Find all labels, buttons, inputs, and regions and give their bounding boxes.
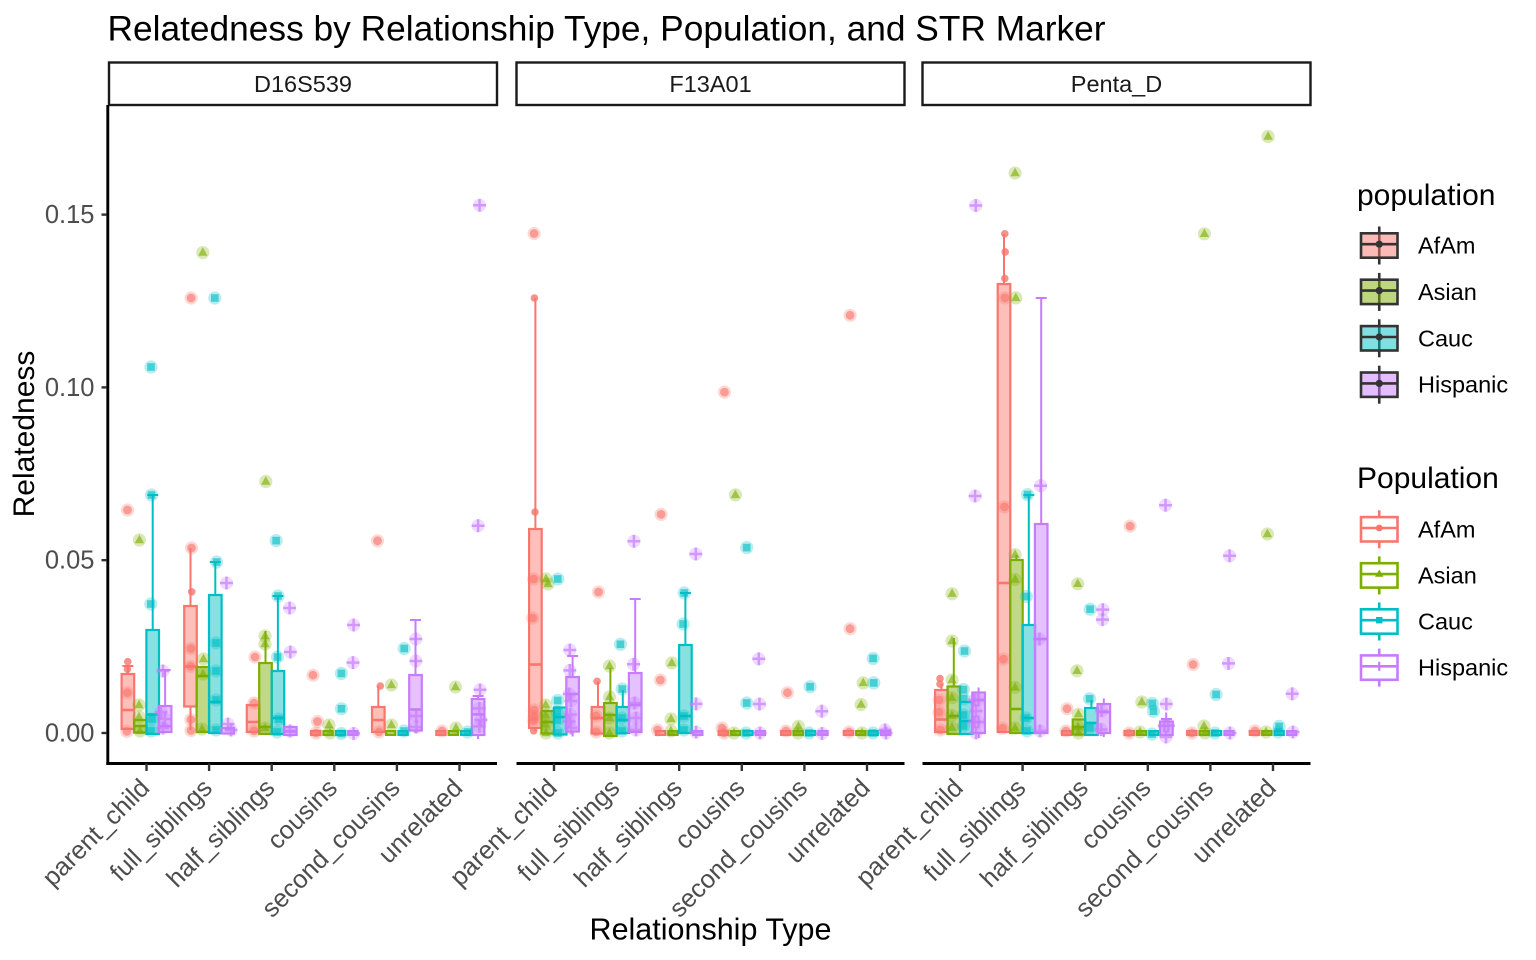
svg-text:Asian: Asian xyxy=(1418,562,1477,588)
svg-text:Penta_D: Penta_D xyxy=(1071,71,1162,97)
svg-text:Hispanic: Hispanic xyxy=(1418,372,1508,398)
svg-text:AfAm: AfAm xyxy=(1418,516,1475,542)
svg-text:0.00: 0.00 xyxy=(45,720,95,748)
svg-text:F13A01: F13A01 xyxy=(669,71,751,97)
svg-text:Relationship Type: Relationship Type xyxy=(590,913,832,947)
svg-text:D16S539: D16S539 xyxy=(254,71,352,97)
svg-text:Hispanic: Hispanic xyxy=(1418,655,1508,681)
svg-text:0.05: 0.05 xyxy=(45,547,95,575)
svg-text:Asian: Asian xyxy=(1418,279,1477,305)
svg-text:Relatedness by Relationship Ty: Relatedness by Relationship Type, Popula… xyxy=(108,10,1106,49)
svg-text:Population: Population xyxy=(1357,462,1499,495)
svg-text:AfAm: AfAm xyxy=(1418,233,1475,259)
svg-text:Relatedness: Relatedness xyxy=(8,351,41,518)
svg-text:0.15: 0.15 xyxy=(45,201,95,229)
svg-text:Cauc: Cauc xyxy=(1418,609,1473,635)
svg-text:Cauc: Cauc xyxy=(1418,325,1473,351)
svg-text:0.10: 0.10 xyxy=(45,374,95,402)
svg-text:population: population xyxy=(1357,179,1495,212)
